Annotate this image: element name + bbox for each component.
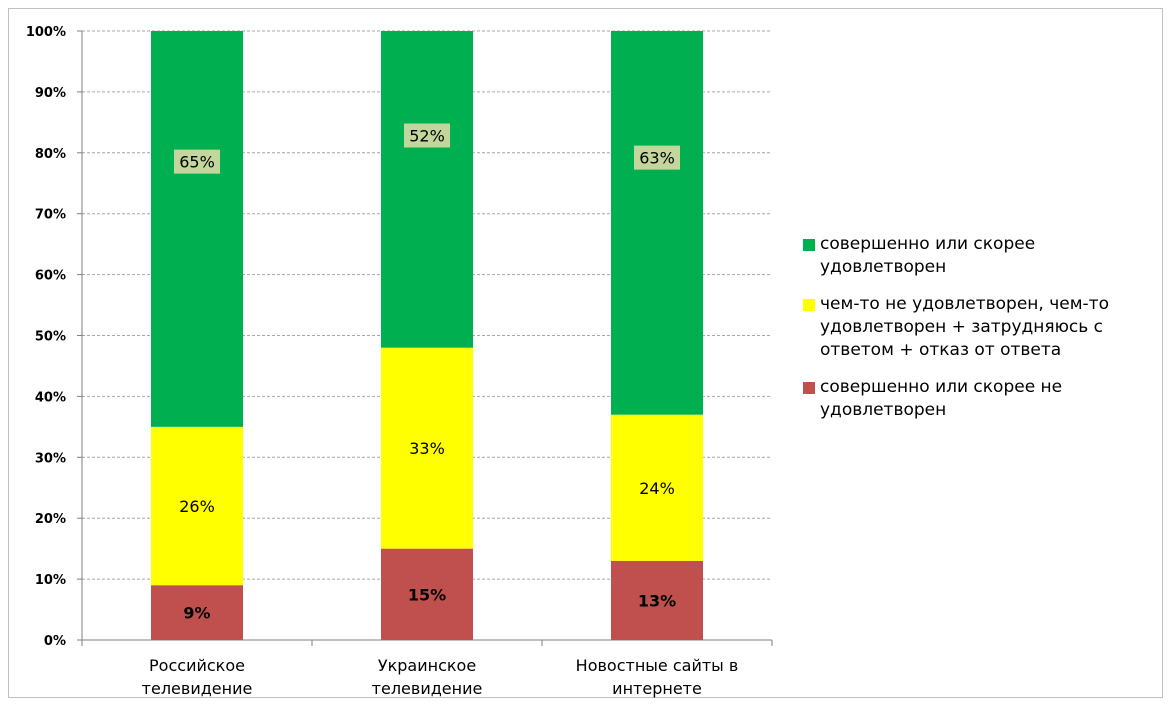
y-tick-label: 20% (35, 512, 66, 527)
data-label: 13% (638, 591, 676, 610)
y-tick-label: 0% (44, 634, 66, 649)
legend-label-mixed-line3: ответом + отказ от ответа (820, 340, 1062, 360)
data-label: 65% (179, 153, 215, 172)
data-label-box (174, 149, 220, 174)
legend-item-satisfied: совершенно или скорее удовлетворен (800, 233, 1160, 279)
bar-segment (151, 585, 243, 640)
bar-segment (381, 548, 473, 640)
y-tick-label: 10% (35, 573, 66, 588)
data-label-box (404, 123, 450, 148)
legend-item-dissatisfied: совершенно или скорее не удовлетворен (800, 376, 1160, 422)
legend-label-mixed-line2: удовлетворен + затрудняюсь с (820, 317, 1104, 337)
y-tick-label: 100% (26, 25, 66, 40)
bar-segment (151, 31, 243, 427)
bar-segment (151, 426, 243, 586)
data-label-box (634, 145, 680, 170)
legend-label-dissatisfied-line2: удовлетворен (820, 400, 947, 420)
data-label: 52% (409, 127, 445, 146)
x-tick-label: Новостные сайты в (576, 656, 739, 675)
legend-label-mixed-line1: чем-то не удовлетворен, чем-то (820, 294, 1109, 314)
x-tick-label: интернете (612, 679, 702, 698)
legend: совершенно или скорее удовлетворен чем-т… (800, 233, 1160, 436)
bar-segment (611, 414, 703, 561)
legend-swatch-mixed (803, 299, 815, 311)
bar-segment (611, 31, 703, 415)
legend-label-satisfied-line2: удовлетворен (820, 257, 947, 277)
data-label: 15% (408, 585, 446, 604)
data-label: 26% (179, 497, 215, 516)
y-tick-label: 90% (35, 86, 66, 101)
y-tick-label: 80% (35, 147, 66, 162)
legend-label-satisfied-line1: совершенно или скорее (820, 234, 1036, 254)
data-label: 9% (183, 604, 210, 623)
x-tick-label: Украинское (378, 656, 476, 675)
bar-segment (381, 347, 473, 549)
bar-segment (611, 560, 703, 640)
data-label: 33% (409, 439, 445, 458)
legend-label-dissatisfied-line1: совершенно или скорее не (820, 377, 1063, 397)
legend-item-mixed: чем-то не удовлетворен, чем-то удовлетво… (800, 293, 1160, 362)
bar-segment (381, 31, 473, 348)
data-label: 63% (639, 149, 675, 168)
legend-swatch-dissatisfied (803, 382, 815, 394)
x-tick-label: Российское (149, 656, 245, 675)
x-tick-label: телевидение (372, 679, 483, 698)
y-tick-label: 40% (35, 390, 66, 405)
y-tick-label: 70% (35, 208, 66, 223)
legend-swatch-satisfied (803, 239, 815, 251)
y-tick-label: 50% (35, 330, 66, 345)
x-tick-label: телевидение (142, 679, 253, 698)
y-tick-label: 60% (35, 269, 66, 284)
y-tick-label: 30% (35, 451, 66, 466)
data-label: 24% (639, 479, 675, 498)
